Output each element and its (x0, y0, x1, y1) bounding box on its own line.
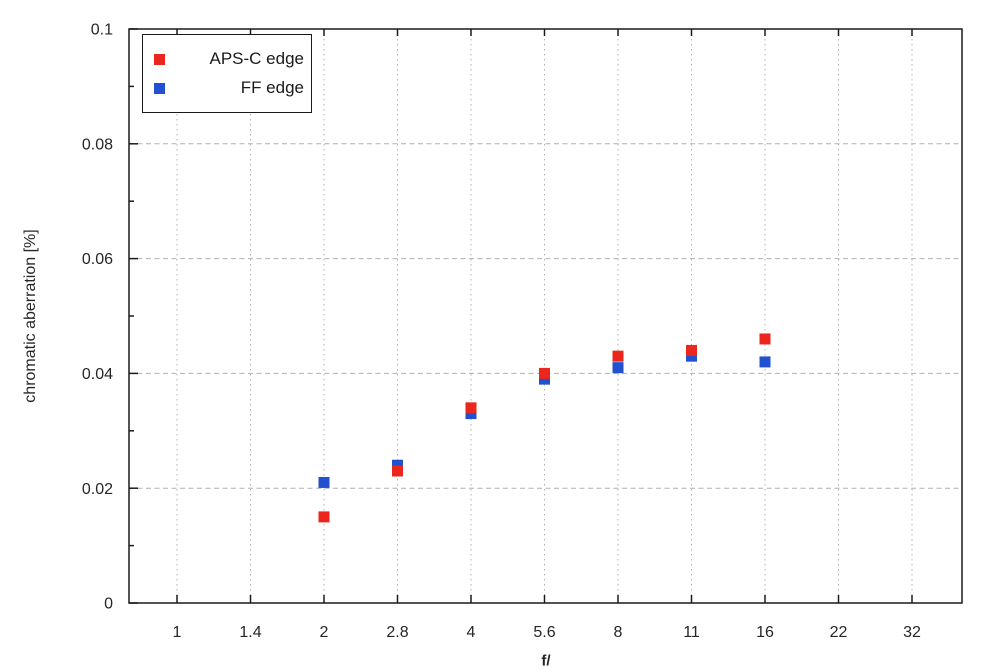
legend-marker-apsc-icon (154, 53, 165, 65)
legend-item-ff-edge: FF edge (154, 78, 304, 98)
data-point (759, 333, 771, 345)
x-tick-label: 4 (467, 624, 476, 641)
data-point (686, 350, 697, 362)
x-tick-label: 2 (320, 624, 329, 641)
legend: APS-C edge FF edge (142, 34, 312, 113)
data-point (539, 367, 550, 379)
data-point (686, 344, 697, 356)
data-point (539, 373, 550, 385)
x-tick-label: 5.6 (533, 624, 555, 641)
data-point (612, 362, 624, 374)
y-axis-label: chromatic aberration [%] (22, 229, 39, 403)
legend-label-apsc: APS-C edge (209, 49, 305, 68)
x-tick-label: 1.4 (239, 624, 261, 641)
data-point (318, 476, 330, 488)
x-tick-label: 8 (614, 624, 623, 641)
y-tick-label: 0.02 (82, 481, 113, 498)
y-tick-label: 0.04 (82, 366, 113, 383)
data-point (392, 465, 403, 477)
legend-label-ff: FF edge (240, 78, 304, 97)
x-tick-label: 11 (683, 624, 700, 641)
legend-item-apsc-edge: APS-C edge (154, 49, 304, 69)
x-tick-label: 22 (830, 624, 848, 641)
x-tick-label: 32 (903, 624, 921, 641)
data-point (465, 402, 477, 414)
x-tick-label: 16 (756, 624, 774, 641)
data-point (465, 408, 477, 420)
x-tick-label: 2.8 (386, 624, 408, 641)
x-tick-label: 1 (173, 624, 182, 641)
plot-frame (128, 28, 963, 604)
y-tick-label: 0.06 (82, 251, 113, 268)
data-point (392, 459, 403, 471)
data-point (318, 511, 330, 523)
legend-marker-ff-icon (154, 82, 165, 94)
x-axis-label: f/ (541, 652, 551, 670)
data-point (759, 356, 771, 368)
data-point (612, 350, 624, 362)
y-tick-label: 0 (104, 596, 113, 613)
y-tick-label: 0.1 (91, 22, 113, 39)
y-tick-label: 0.08 (82, 136, 113, 153)
